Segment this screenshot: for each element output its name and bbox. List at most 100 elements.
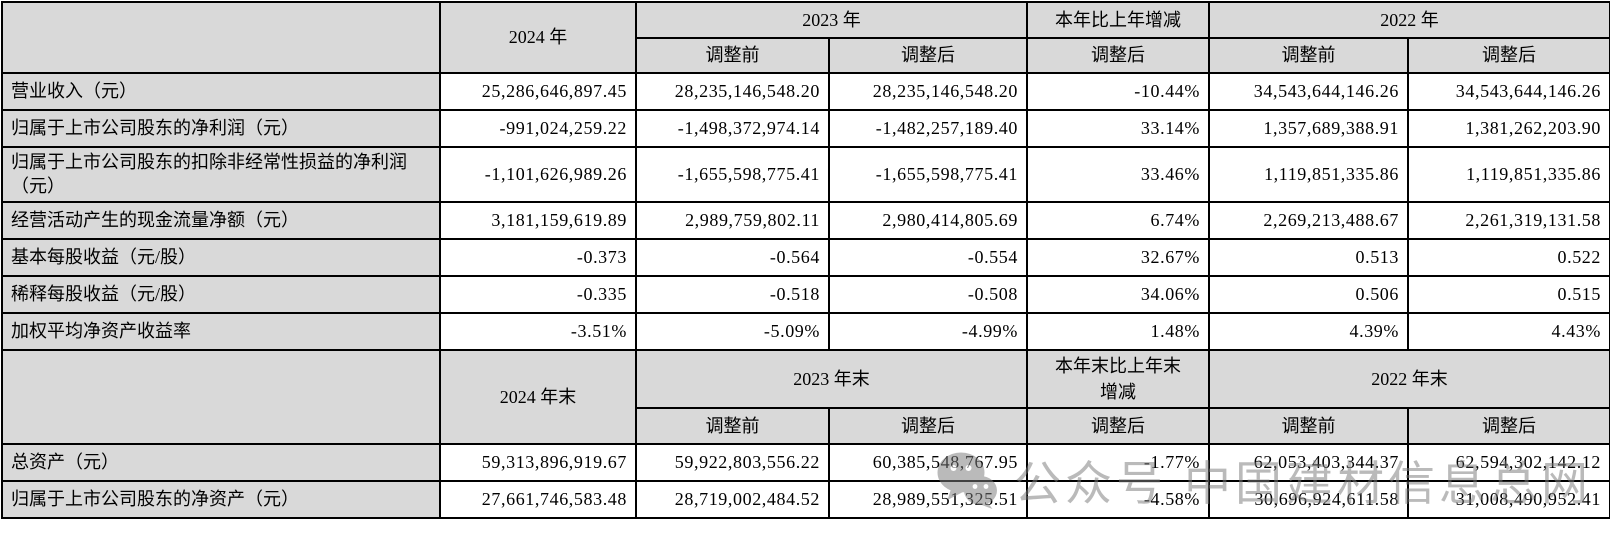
value-cell: -0.508 (828, 274, 1028, 314)
header-row-years: 2024 年 2023 年 本年比上年增减 2022 年 (1, 1, 1610, 74)
row-label: 经营活动产生的现金流量净额（元） (1, 200, 441, 240)
corner-cell (1, 1, 441, 74)
table-row: 归属于上市公司股东的净利润（元） -991,024,259.22 -1,498,37… (1, 109, 1610, 148)
value-cell: -1,482,257,189.40 (828, 109, 1028, 148)
value-cell: 34,543,644,146.26 (1407, 72, 1610, 111)
corner-cell-2 (1, 348, 441, 445)
value-cell: -4.99% (828, 311, 1028, 351)
subheader-change-after: 调整后 (1026, 37, 1210, 74)
table-row: 归属于上市公司股东的扣除非经常性损益的净利润（元） -1,101,626,989.… (1, 146, 1610, 203)
value-cell: 30,696,924,611.58 (1208, 479, 1409, 519)
value-cell: -4.58% (1026, 479, 1210, 519)
key-financials-table: 2024 年 2023 年 本年比上年增减 2022 年 调整前 调整后 调整后… (1, 1, 1610, 519)
value-cell: 1,119,851,335.86 (1208, 146, 1409, 203)
col-header-change-end: 本年末比上年末增减 (1026, 348, 1210, 409)
value-cell: 2,261,319,131.58 (1407, 200, 1610, 240)
value-cell: -0.554 (828, 237, 1028, 277)
section2-header: 2024 年末 2023 年末 本年末比上年末增减 2022 年末 调整前 调整… (1, 348, 1610, 445)
value-cell: 0.515 (1407, 274, 1610, 314)
table-row: 总资产（元） 59,313,896,919.67 59,922,803,556.22… (1, 442, 1610, 482)
subheader2-2022-before: 调整前 (1208, 406, 1409, 445)
col-header-change: 本年比上年增减 (1026, 1, 1210, 39)
value-cell: 59,922,803,556.22 (635, 442, 830, 482)
value-cell: 1,357,689,388.91 (1208, 109, 1409, 148)
subheader2-2023-after: 调整后 (828, 406, 1028, 445)
row-label: 归属于上市公司股东的扣除非经常性损益的净利润（元） (1, 146, 441, 203)
value-cell: 4.39% (1208, 311, 1409, 351)
col-header-2024: 2024 年 (439, 1, 637, 74)
col-header-2024-end: 2024 年末 (439, 348, 637, 445)
value-cell: 2,269,213,488.67 (1208, 200, 1409, 240)
section1-rows: 营业收入（元） 25,286,646,897.45 28,235,146,548.2… (1, 72, 1610, 351)
subheader2-2022-after: 调整后 (1407, 406, 1610, 445)
subheader2-change-after: 调整后 (1026, 406, 1210, 445)
value-cell: 33.46% (1026, 146, 1210, 203)
subheader-2022-after: 调整后 (1407, 37, 1610, 74)
value-cell: -10.44% (1026, 72, 1210, 111)
table-row: 加权平均净资产收益率 -3.51% -5.09% -4.99% 1.48% 4.39% 4.… (1, 311, 1610, 351)
value-cell: -1.77% (1026, 442, 1210, 482)
row-label: 归属于上市公司股东的净利润（元） (1, 109, 441, 148)
section2-rows: 总资产（元） 59,313,896,919.67 59,922,803,556.22… (1, 442, 1610, 519)
value-cell: 60,385,548,767.95 (828, 442, 1028, 482)
table-row: 基本每股收益（元/股） -0.373 -0.564 -0.554 32.67% 0.513… (1, 237, 1610, 277)
value-cell: 4.43% (1407, 311, 1610, 351)
value-cell: 0.513 (1208, 237, 1409, 277)
value-cell: 6.74% (1026, 200, 1210, 240)
row-label: 总资产（元） (1, 442, 441, 482)
value-cell: 28,235,146,548.20 (635, 72, 830, 111)
value-cell: 62,594,302,142.12 (1407, 442, 1610, 482)
col-header-2023: 2023 年 (635, 1, 1028, 39)
value-cell: 59,313,896,919.67 (439, 442, 637, 482)
value-cell: 33.14% (1026, 109, 1210, 148)
value-cell: 27,661,746,583.48 (439, 479, 637, 519)
row-label: 加权平均净资产收益率 (1, 311, 441, 351)
col-header-2022-end: 2022 年末 (1208, 348, 1610, 409)
value-cell: 28,719,002,484.52 (635, 479, 830, 519)
value-cell: -0.373 (439, 237, 637, 277)
value-cell: -1,101,626,989.26 (439, 146, 637, 203)
value-cell: 1,119,851,335.86 (1407, 146, 1610, 203)
value-cell: -1,655,598,775.41 (828, 146, 1028, 203)
table-row: 稀释每股收益（元/股） -0.335 -0.518 -0.508 34.06% 0.506… (1, 274, 1610, 314)
section1-header: 2024 年 2023 年 本年比上年增减 2022 年 调整前 调整后 调整后… (1, 1, 1610, 74)
subheader-2023-after: 调整后 (828, 37, 1028, 74)
value-cell: -0.335 (439, 274, 637, 314)
value-cell: -3.51% (439, 311, 637, 351)
value-cell: 25,286,646,897.45 (439, 72, 637, 111)
value-cell: 2,989,759,802.11 (635, 200, 830, 240)
table-row: 归属于上市公司股东的净资产（元） 27,661,746,583.48 28,719,… (1, 479, 1610, 519)
value-cell: 32.67% (1026, 237, 1210, 277)
value-cell: 62,053,403,344.37 (1208, 442, 1409, 482)
header-row-yearends: 2024 年末 2023 年末 本年末比上年末增减 2022 年末 (1, 348, 1610, 445)
value-cell: 0.522 (1407, 237, 1610, 277)
row-label: 基本每股收益（元/股） (1, 237, 441, 277)
value-cell: 31,008,490,952.41 (1407, 479, 1610, 519)
table-row: 经营活动产生的现金流量净额（元） 3,181,159,619.89 2,989,75… (1, 200, 1610, 240)
subheader-2022-before: 调整前 (1208, 37, 1409, 74)
value-cell: -1,655,598,775.41 (635, 146, 830, 203)
header-row-adjust: 调整前 调整后 调整后 调整前 调整后 (2, 37, 1610, 74)
col-header-2023-end: 2023 年末 (635, 348, 1028, 409)
value-cell: 28,989,551,325.51 (828, 479, 1028, 519)
value-cell: 34.06% (1026, 274, 1210, 314)
value-cell: 1,381,262,203.90 (1407, 109, 1610, 148)
header-row-adjust-2: 调整前 调整后 调整后 调整前 调整后 (2, 406, 1610, 445)
value-cell: 0.506 (1208, 274, 1409, 314)
row-label: 稀释每股收益（元/股） (1, 274, 441, 314)
value-cell: 34,543,644,146.26 (1208, 72, 1409, 111)
row-label: 归属于上市公司股东的净资产（元） (1, 479, 441, 519)
subheader-2023-before: 调整前 (635, 37, 830, 74)
col-header-2022: 2022 年 (1208, 1, 1610, 39)
change-end-label: 本年末比上年末增减 (1055, 355, 1181, 402)
value-cell: -0.564 (635, 237, 830, 277)
table-row: 营业收入（元） 25,286,646,897.45 28,235,146,548.2… (1, 72, 1610, 111)
value-cell: -0.518 (635, 274, 830, 314)
value-cell: 28,235,146,548.20 (828, 72, 1028, 111)
value-cell: -5.09% (635, 311, 830, 351)
subheader2-2023-before: 调整前 (635, 406, 830, 445)
value-cell: 2,980,414,805.69 (828, 200, 1028, 240)
value-cell: -1,498,372,974.14 (635, 109, 830, 148)
value-cell: 3,181,159,619.89 (439, 200, 637, 240)
value-cell: -991,024,259.22 (439, 109, 637, 148)
